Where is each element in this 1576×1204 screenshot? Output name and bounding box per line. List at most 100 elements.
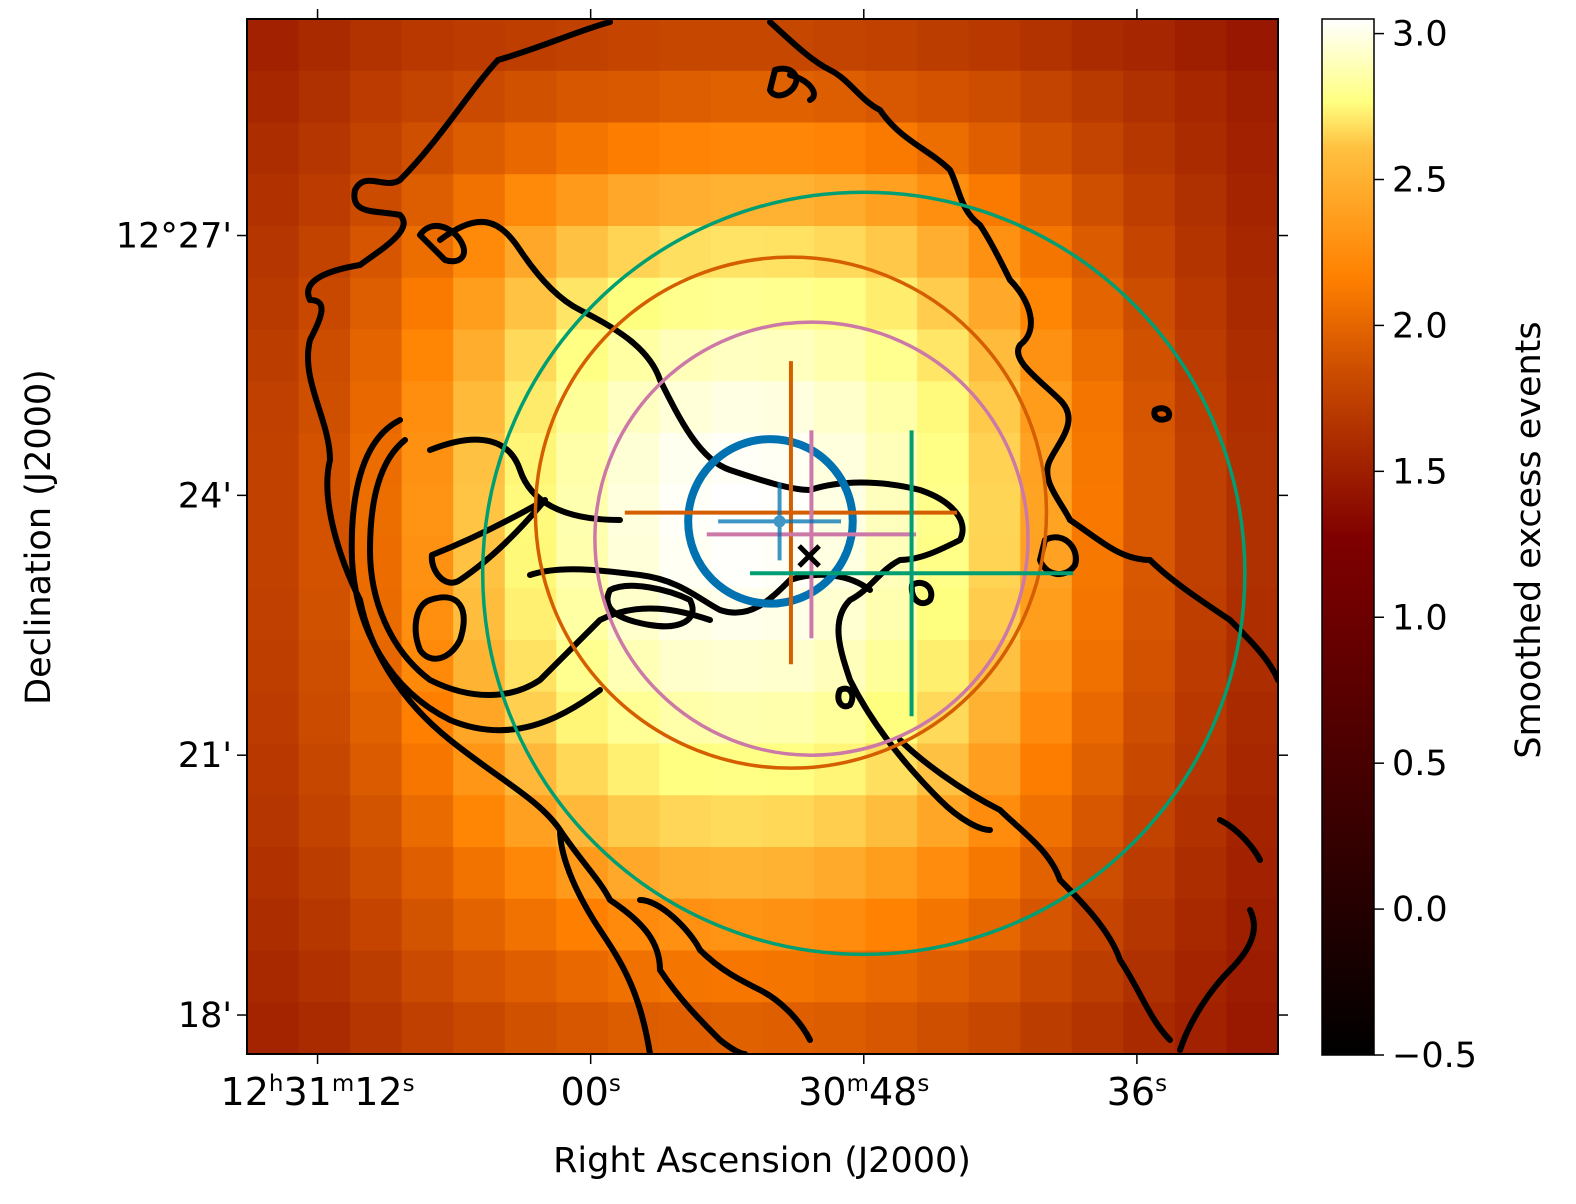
colorbar-tick-label: 0.0 bbox=[1392, 890, 1448, 930]
heatmap-cell bbox=[1071, 640, 1124, 693]
heatmap-cell bbox=[1226, 588, 1278, 641]
heatmap-cell bbox=[298, 1002, 351, 1054]
heatmap-cell bbox=[504, 226, 557, 279]
y-tick-label: 21' bbox=[178, 736, 232, 776]
heatmap-cell bbox=[504, 174, 557, 227]
heatmap-cell bbox=[1020, 19, 1073, 72]
heatmap-cell bbox=[453, 122, 506, 175]
heatmap-cell bbox=[968, 70, 1021, 124]
heatmap-cell bbox=[1071, 226, 1124, 279]
heatmap-cell bbox=[917, 950, 970, 1003]
teal-cross bbox=[749, 430, 1074, 717]
heatmap-cell bbox=[659, 640, 712, 693]
heatmap-cell bbox=[504, 1002, 557, 1054]
heatmap-cell bbox=[453, 381, 506, 434]
heatmap-cell bbox=[1226, 381, 1278, 434]
heatmap-cell bbox=[814, 1002, 867, 1054]
heatmap-cell bbox=[1123, 898, 1176, 952]
heatmap-cell bbox=[1174, 329, 1228, 382]
heatmap-cell bbox=[298, 174, 351, 227]
heatmap-cell bbox=[1071, 950, 1124, 1003]
heatmap-cell bbox=[1071, 1002, 1124, 1054]
heatmap-cell bbox=[401, 484, 454, 538]
heatmap-cell bbox=[1020, 1002, 1073, 1054]
heatmap-cell bbox=[1226, 19, 1278, 72]
heatmap-cell bbox=[1174, 536, 1228, 589]
x-tick-label: 00s​ bbox=[560, 1070, 620, 1114]
heatmap-cell bbox=[247, 122, 300, 175]
heatmap-cell bbox=[1226, 743, 1278, 796]
heatmap-cell bbox=[247, 640, 300, 693]
heatmap-cell bbox=[1226, 795, 1278, 848]
heatmap-cell bbox=[1123, 588, 1176, 641]
heatmap-cell bbox=[247, 226, 300, 279]
contour-layer bbox=[305, 19, 1278, 1054]
contour-center-blob bbox=[604, 582, 696, 630]
heatmap-cell bbox=[968, 174, 1021, 227]
contour-small-4 bbox=[1217, 817, 1263, 863]
heatmap-cell bbox=[350, 1002, 403, 1054]
heatmap-cell bbox=[865, 433, 918, 486]
heatmap-cell bbox=[1123, 484, 1176, 538]
heatmap-cell bbox=[1071, 70, 1124, 124]
heatmap-cell bbox=[607, 19, 660, 72]
heatmap-cell bbox=[247, 795, 300, 848]
heatmap-cell bbox=[659, 122, 712, 175]
heatmap-cell bbox=[1174, 484, 1228, 538]
heatmap-cell bbox=[298, 691, 351, 745]
colorbar-tick-label: 1.5 bbox=[1392, 452, 1448, 492]
contour-lower-left bbox=[557, 827, 748, 1054]
heatmap-cell bbox=[401, 898, 454, 952]
heatmap-cell bbox=[350, 536, 403, 589]
heatmap-cell bbox=[710, 226, 764, 279]
heatmap-cell bbox=[814, 950, 867, 1003]
heatmap-cell bbox=[298, 898, 351, 952]
heatmap-cell bbox=[1123, 640, 1176, 693]
heatmap-cell bbox=[917, 640, 970, 693]
heatmap-cell bbox=[865, 847, 918, 900]
heatmap-cell bbox=[453, 226, 506, 279]
heatmap-cell bbox=[607, 433, 660, 486]
heatmap-cell bbox=[504, 329, 557, 382]
heatmap-cell bbox=[453, 640, 506, 693]
heatmap-cell bbox=[453, 950, 506, 1003]
heatmap-cell bbox=[865, 1002, 918, 1054]
heatmap-cell bbox=[762, 19, 815, 72]
heatmap-cell bbox=[968, 536, 1021, 589]
heatmap-cell bbox=[710, 640, 764, 693]
heatmap-cell bbox=[298, 950, 351, 1003]
heatmap-cell bbox=[247, 1002, 300, 1054]
heatmap-cell bbox=[453, 847, 506, 900]
heatmap-cell bbox=[814, 847, 867, 900]
contour-left-lobe-3 bbox=[427, 436, 623, 523]
heatmap-cell bbox=[1174, 433, 1228, 486]
heatmap-cell bbox=[1174, 381, 1228, 434]
heatmap-cell bbox=[659, 174, 712, 227]
heatmap-cell bbox=[247, 484, 300, 538]
heatmap-cell bbox=[453, 691, 506, 745]
heatmap-cell bbox=[247, 277, 300, 331]
heatmap-cell bbox=[607, 1002, 660, 1054]
heatmap-cell bbox=[814, 226, 867, 279]
heatmap-cell bbox=[1071, 588, 1124, 641]
heatmap-cell bbox=[865, 70, 918, 124]
heatmap-cell bbox=[1020, 640, 1073, 693]
contour-top-left-notch bbox=[417, 223, 467, 265]
heatmap-cell bbox=[710, 122, 764, 175]
heatmap-cell bbox=[710, 1002, 764, 1054]
heatmap-cell bbox=[247, 174, 300, 227]
heatmap-cell bbox=[298, 122, 351, 175]
heatmap-cell bbox=[968, 484, 1021, 538]
heatmap-cell bbox=[1123, 122, 1176, 175]
heatmap-cell bbox=[1174, 898, 1228, 952]
heatmap-cell bbox=[1071, 381, 1124, 434]
heatmap-cell bbox=[1174, 691, 1228, 745]
heatmap-cell bbox=[1226, 1002, 1278, 1054]
heatmap-cell bbox=[1226, 536, 1278, 589]
heatmap-cell bbox=[968, 1002, 1021, 1054]
heatmap-cell bbox=[401, 329, 454, 382]
contour-left-blob bbox=[412, 594, 467, 662]
heatmap-cell bbox=[1020, 743, 1073, 796]
y-tick-label: 24' bbox=[178, 476, 232, 516]
x-marker-stroke-2 bbox=[797, 544, 821, 568]
